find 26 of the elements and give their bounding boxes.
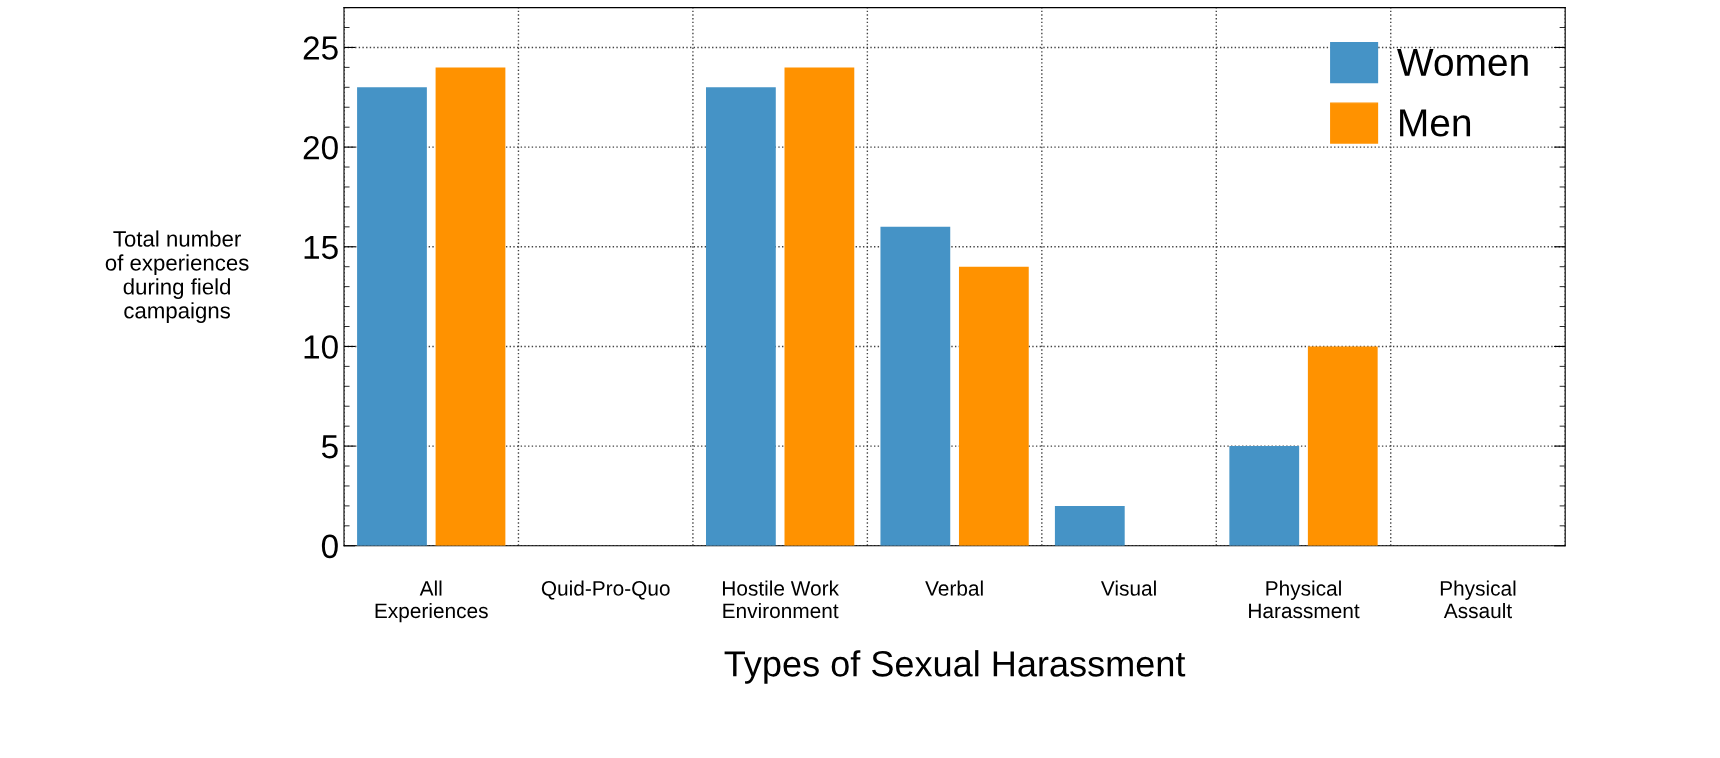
x-tick-label: All Experiences: [375, 580, 488, 623]
x-axis-title: Types of Sexual Harassment: [724, 650, 1186, 684]
bar: [1054, 505, 1125, 546]
bar: [958, 266, 1029, 546]
y-tick-label: 20: [303, 135, 338, 160]
bar: [1307, 346, 1378, 546]
x-tick-label: Physical Assault: [1440, 580, 1516, 619]
x-tick-label: Verbal: [925, 580, 983, 596]
legend-label: Women: [1397, 48, 1528, 77]
x-tick-label: Visual: [1100, 580, 1156, 596]
y-tick-label: 25: [303, 36, 338, 60]
legend-label: Men: [1400, 109, 1471, 137]
x-tick-label: Hostile Work Environment: [723, 580, 840, 619]
bar: [1229, 446, 1300, 546]
bar: [357, 87, 427, 546]
bar: [706, 87, 776, 546]
y-axis-title: Total number of experiences during field campaigns: [105, 230, 249, 323]
x-tick-label: Quid-Pro-Quo: [541, 580, 670, 600]
y-tick-label: 10: [304, 335, 338, 359]
bar: [784, 67, 855, 546]
bar: [880, 226, 951, 546]
y-tick-label: 5: [321, 435, 338, 459]
y-tick-label: 15: [304, 235, 338, 260]
x-tick-label: Physical Harassment: [1249, 580, 1360, 619]
y-tick-label: 0: [321, 534, 338, 559]
bar: [435, 67, 506, 546]
